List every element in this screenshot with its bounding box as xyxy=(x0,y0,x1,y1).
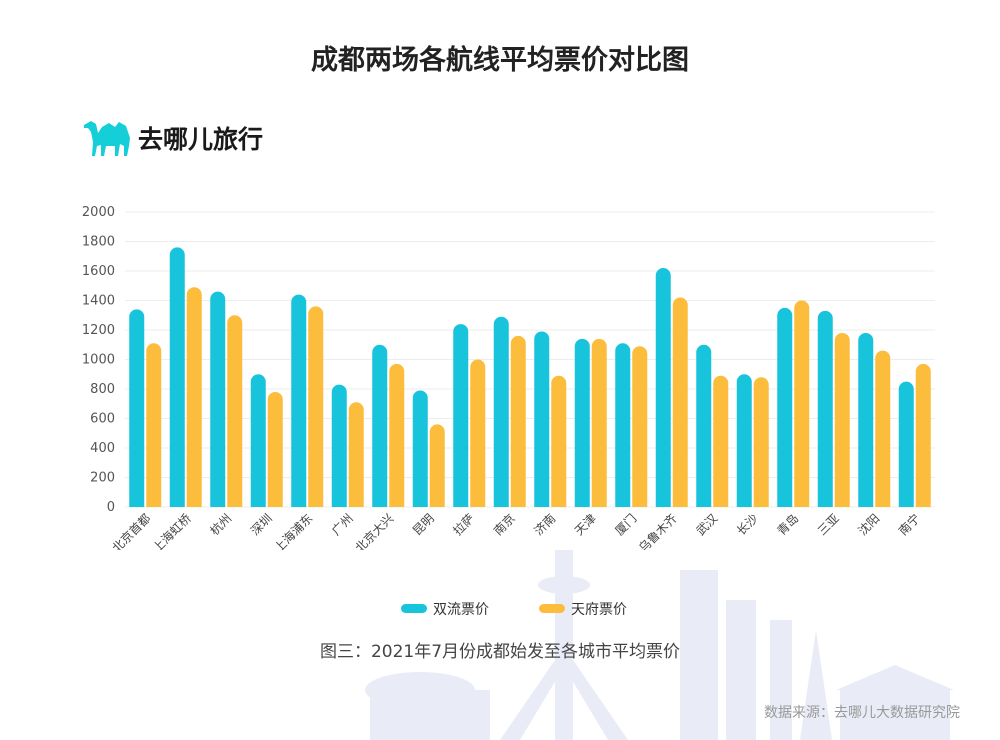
x-category-label: 拉萨 xyxy=(450,511,478,539)
city-skyline-illustration xyxy=(365,550,954,740)
brand-name: 去哪儿旅行 xyxy=(138,125,264,154)
x-category-label: 北京大兴 xyxy=(353,511,397,550)
bar-series1 xyxy=(655,268,671,507)
bar-series1 xyxy=(250,374,266,507)
bar-series2 xyxy=(713,375,729,507)
x-category-label: 青岛 xyxy=(774,511,802,539)
bar-series1 xyxy=(696,344,712,507)
x-category-label: 武汉 xyxy=(693,511,720,538)
x-category-label: 上海浦东 xyxy=(271,511,316,550)
y-tick-label: 400 xyxy=(90,441,115,456)
x-category-label: 三亚 xyxy=(815,511,842,538)
bar-series2 xyxy=(672,297,688,507)
bar-series2 xyxy=(794,300,810,507)
legend: 双流票价 天府票价 xyxy=(0,597,1000,621)
y-tick-label: 800 xyxy=(90,382,115,397)
x-category-label: 济南 xyxy=(531,511,559,539)
legend-label-series1: 双流票价 xyxy=(433,602,489,618)
bar-series1 xyxy=(453,324,469,507)
chart-title: 成都两场各航线平均票价对比图 xyxy=(311,45,689,76)
bar-series1 xyxy=(169,247,185,507)
bar-series2 xyxy=(267,391,283,507)
bar-series1 xyxy=(493,316,509,507)
y-axis-ticks: 0 200 400 600 800 1000 1200 1400 1600 1800 2000 xyxy=(82,205,115,515)
x-category-label: 天津 xyxy=(572,511,599,538)
y-tick-label: 0 xyxy=(107,500,115,515)
bar-series2 xyxy=(875,350,891,507)
bar-chart: 0 200 400 600 800 1000 1200 1400 1600 1800 2000 北京… xyxy=(82,205,935,550)
x-category-label: 长沙 xyxy=(734,511,761,538)
y-tick-label: 600 xyxy=(90,412,115,427)
y-tick-label: 1200 xyxy=(82,323,115,338)
legend-label-series2: 天府票价 xyxy=(571,602,627,618)
x-category-label: 深圳 xyxy=(248,511,275,538)
bar-series2 xyxy=(632,346,648,507)
bar-series2 xyxy=(429,424,445,507)
y-tick-label: 1800 xyxy=(82,235,115,250)
bar-series2 xyxy=(591,338,607,507)
bar-series2 xyxy=(753,377,769,507)
bar-series1 xyxy=(331,384,347,507)
bar-series1 xyxy=(777,307,793,507)
bar-series1 xyxy=(210,291,226,507)
y-tick-label: 1400 xyxy=(82,294,115,309)
bar-series2 xyxy=(227,315,243,507)
legend-swatch-series2 xyxy=(539,604,565,613)
y-tick-label: 1600 xyxy=(82,264,115,279)
bar-series1 xyxy=(574,338,590,507)
data-source: 数据来源：去哪儿大数据研究院 xyxy=(764,705,960,721)
x-category-label: 南宁 xyxy=(895,511,923,539)
x-category-label: 昆明 xyxy=(410,511,437,538)
bar-series1 xyxy=(615,343,631,507)
bar-series2 xyxy=(470,359,486,507)
x-category-label: 乌鲁木齐 xyxy=(635,511,680,550)
legend-swatch-series1 xyxy=(401,604,427,613)
bar-series2 xyxy=(510,335,526,507)
x-category-label: 沈阳 xyxy=(855,511,883,539)
bar-series2 xyxy=(551,375,567,507)
bar-series2 xyxy=(389,363,405,507)
bar-series1 xyxy=(534,331,550,507)
x-category-label: 厦门 xyxy=(612,511,640,539)
bar-series2 xyxy=(186,287,202,507)
x-category-label: 南京 xyxy=(490,511,518,539)
bar-series1 xyxy=(291,294,307,507)
x-category-label: 上海虹桥 xyxy=(149,511,194,550)
bar-series1 xyxy=(129,309,145,507)
bar-series1 xyxy=(858,332,874,507)
figure-caption: 图三：2021年7月份成都始发至各城市平均票价 xyxy=(319,642,681,662)
bar-series1 xyxy=(817,310,833,507)
bar-series1 xyxy=(372,344,388,507)
gridlines xyxy=(125,211,935,508)
bar-series1 xyxy=(898,381,914,507)
bar-series2 xyxy=(348,402,364,507)
x-category-label: 广州 xyxy=(329,511,356,538)
x-category-label: 杭州 xyxy=(207,511,235,539)
bars xyxy=(129,247,931,507)
y-tick-label: 1000 xyxy=(82,353,115,368)
bar-series1 xyxy=(412,390,428,507)
bar-series1 xyxy=(736,374,752,507)
x-category-label: 北京首都 xyxy=(110,511,154,550)
y-tick-label: 200 xyxy=(90,471,115,486)
bar-series2 xyxy=(834,332,850,507)
camel-icon xyxy=(84,121,130,156)
y-tick-label: 2000 xyxy=(82,205,115,220)
bar-series2 xyxy=(915,363,931,507)
bar-series2 xyxy=(308,306,324,507)
bar-series2 xyxy=(146,343,162,507)
